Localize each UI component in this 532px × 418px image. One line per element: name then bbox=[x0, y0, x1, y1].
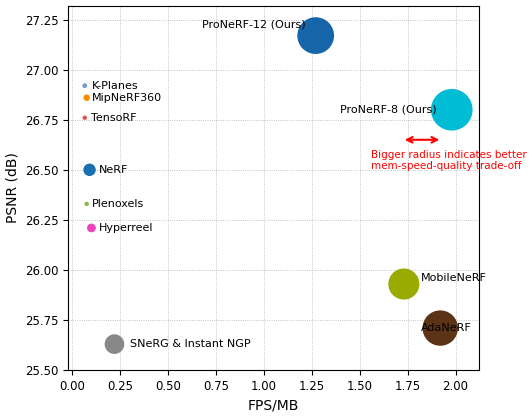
Text: MobileNeRF: MobileNeRF bbox=[421, 273, 487, 283]
X-axis label: FPS/MB: FPS/MB bbox=[248, 398, 299, 413]
Point bbox=[447, 107, 456, 113]
Point bbox=[82, 201, 91, 207]
Text: ProNeRF-8 (Ours): ProNeRF-8 (Ours) bbox=[340, 105, 436, 115]
Text: NeRF: NeRF bbox=[99, 165, 129, 175]
Text: ProNeRF-12 (Ours): ProNeRF-12 (Ours) bbox=[203, 20, 306, 30]
Y-axis label: PSNR (dB): PSNR (dB) bbox=[5, 153, 20, 223]
Text: TensoRF: TensoRF bbox=[92, 113, 137, 123]
Point bbox=[436, 325, 445, 331]
Text: SNeRG & Instant NGP: SNeRG & Instant NGP bbox=[130, 339, 251, 349]
Point bbox=[82, 94, 91, 101]
Text: Plenoxels: Plenoxels bbox=[92, 199, 144, 209]
Point bbox=[87, 224, 96, 231]
Text: Bigger radius indicates better
mem-speed-quality trade-off: Bigger radius indicates better mem-speed… bbox=[371, 150, 527, 171]
Point bbox=[400, 280, 408, 287]
Point bbox=[110, 341, 119, 347]
Point bbox=[80, 115, 89, 121]
Text: Hyperreel: Hyperreel bbox=[99, 223, 154, 233]
Text: AdaNeRF: AdaNeRF bbox=[421, 323, 472, 333]
Text: K-Planes: K-Planes bbox=[92, 81, 138, 91]
Point bbox=[311, 32, 320, 39]
Text: MipNeRF360: MipNeRF360 bbox=[92, 93, 162, 103]
Point bbox=[80, 82, 89, 89]
Point bbox=[85, 166, 94, 173]
